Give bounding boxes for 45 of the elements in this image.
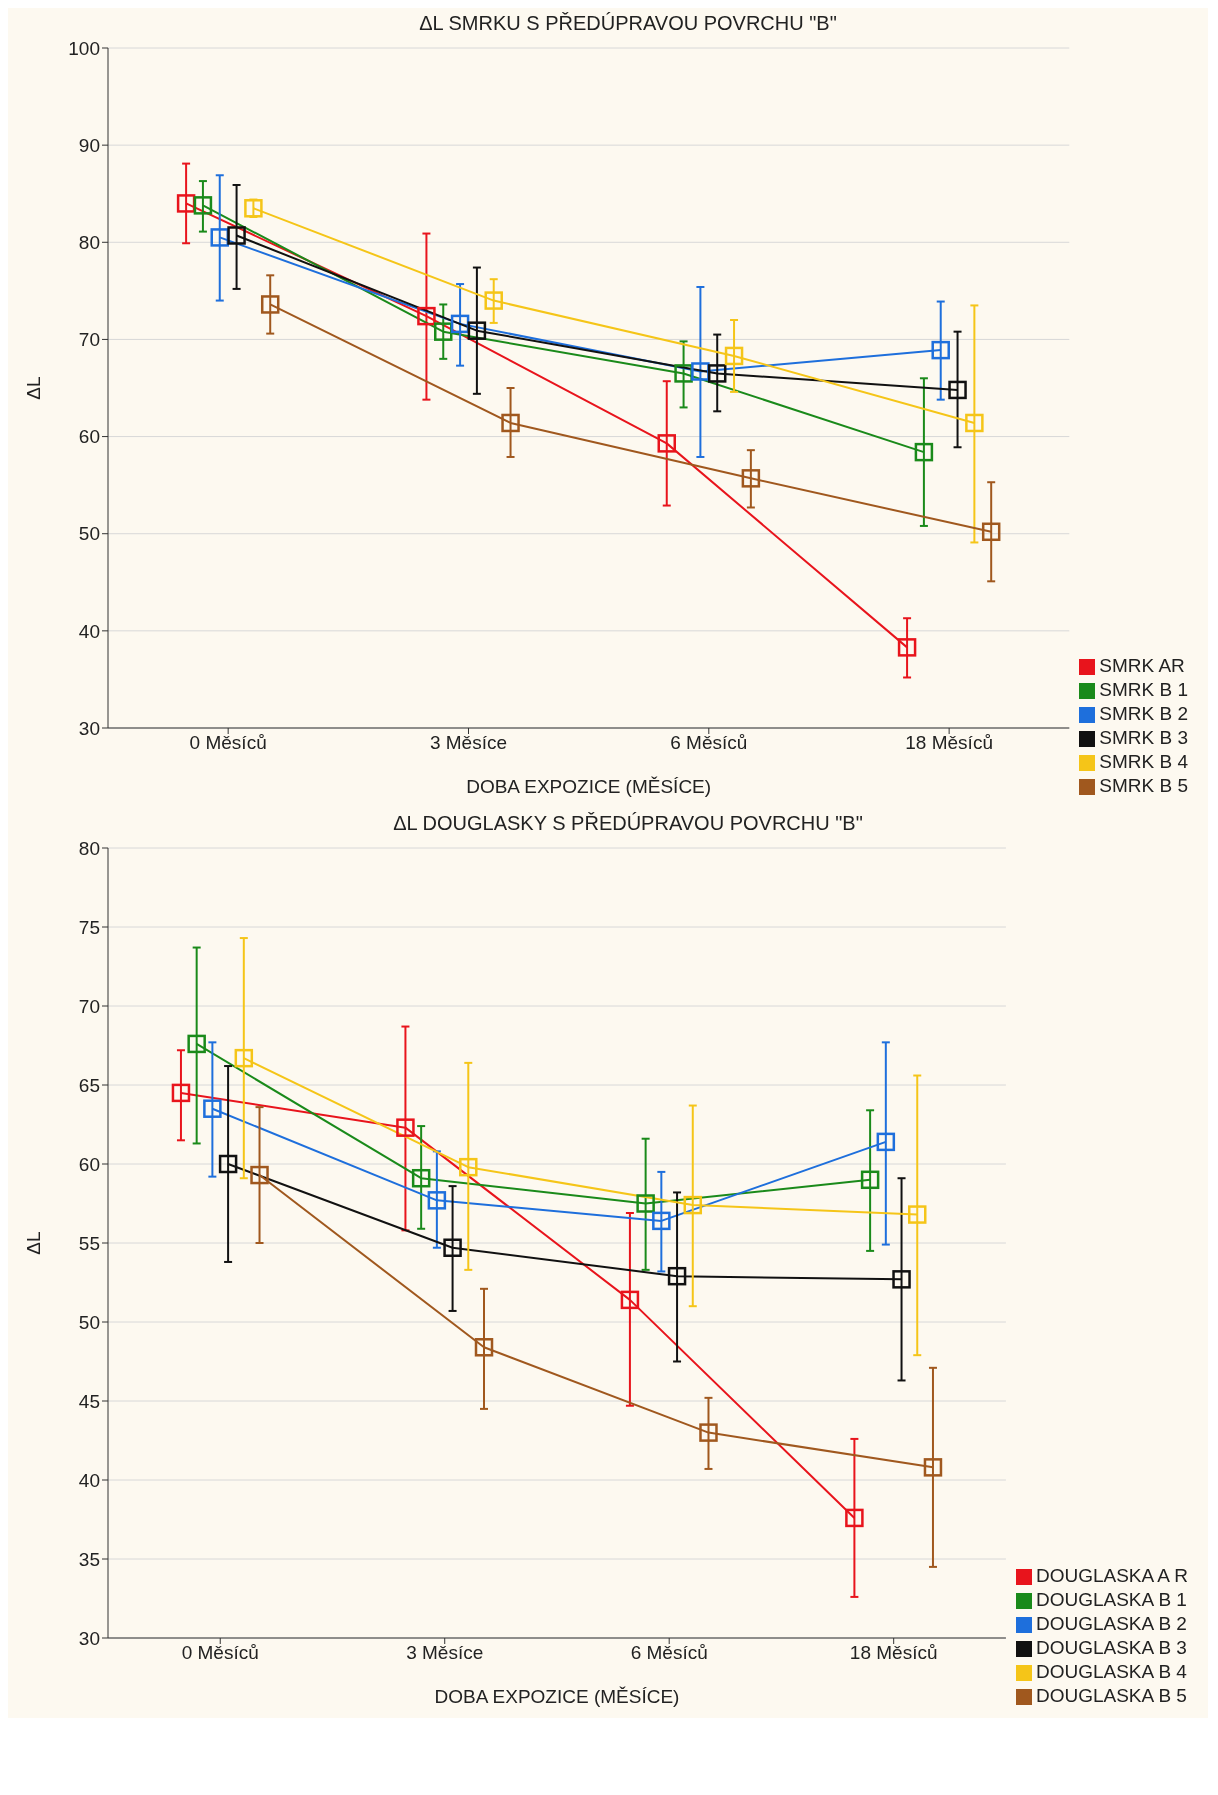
legend-label: DOUGLASKA B 3	[1035, 1637, 1187, 1658]
legend-label: DOUGLASKA B 2	[1035, 1613, 1187, 1634]
x-axis-title: DOBA EXPOZICE (MĚSÍCE)	[466, 776, 712, 797]
x-tick-label: 0 Měsíců	[189, 732, 267, 754]
x-tick-label: 6 Měsíců	[630, 1642, 708, 1664]
y-tick-label: 55	[78, 1232, 100, 1254]
legend-label: DOUGLASKA B 4	[1035, 1661, 1187, 1682]
y-tick-label: 40	[78, 620, 100, 642]
y-tick-label: 80	[78, 837, 100, 859]
legend-label: SMRK B 5	[1099, 775, 1188, 796]
chart-title: ΔL SMRKU S PŘEDÚPRAVOU POVRCHU "B"	[418, 11, 838, 36]
y-tick-label: 100	[68, 37, 100, 59]
y-tick-label: 90	[78, 134, 100, 156]
x-tick-label: 18 Měsíců	[849, 1642, 938, 1664]
legend-label: SMRK B 3	[1099, 727, 1188, 748]
y-tick-label: 40	[78, 1469, 100, 1491]
legend-label: SMRK B 4	[1099, 751, 1188, 772]
legend-label: DOUGLASKA B 1	[1035, 1589, 1187, 1610]
x-tick-label: 6 Měsíců	[670, 732, 748, 754]
y-tick-label: 60	[78, 426, 100, 448]
y-tick-label: 30	[78, 1627, 100, 1649]
legend-label: SMRK B 1	[1099, 679, 1188, 700]
y-tick-label: 45	[78, 1390, 100, 1412]
y-tick-label: 65	[78, 1074, 100, 1096]
y-tick-label: 35	[78, 1548, 100, 1570]
y-tick-label: 60	[78, 1153, 100, 1175]
x-axis-title: DOBA EXPOZICE (MĚSÍCE)	[434, 1686, 680, 1707]
x-tick-label: 0 Měsíců	[181, 1642, 259, 1664]
legend-label: SMRK B 2	[1099, 703, 1188, 724]
legend-label: DOUGLASKA A R	[1035, 1565, 1188, 1586]
x-tick-label: 18 Měsíců	[905, 732, 993, 754]
legend-label: SMRK AR	[1099, 655, 1185, 676]
y-axis-title: ΔL	[22, 1231, 44, 1255]
y-tick-label: 80	[78, 232, 100, 254]
y-axis-title: ΔL	[22, 376, 44, 400]
y-tick-label: 75	[78, 916, 100, 938]
y-tick-label: 70	[78, 995, 100, 1017]
x-tick-label: 3 Měsíce	[406, 1642, 484, 1664]
x-tick-label: 3 Měsíce	[429, 732, 508, 754]
legend-label: DOUGLASKA B 5	[1035, 1685, 1187, 1706]
chart-title: ΔL DOUGLASKY S PŘEDÚPRAVOU POVRCHU "B"	[392, 811, 864, 836]
y-tick-label: 50	[78, 1311, 100, 1333]
y-tick-label: 70	[78, 329, 100, 351]
y-tick-label: 50	[78, 523, 100, 545]
y-tick-label: 30	[78, 717, 100, 739]
